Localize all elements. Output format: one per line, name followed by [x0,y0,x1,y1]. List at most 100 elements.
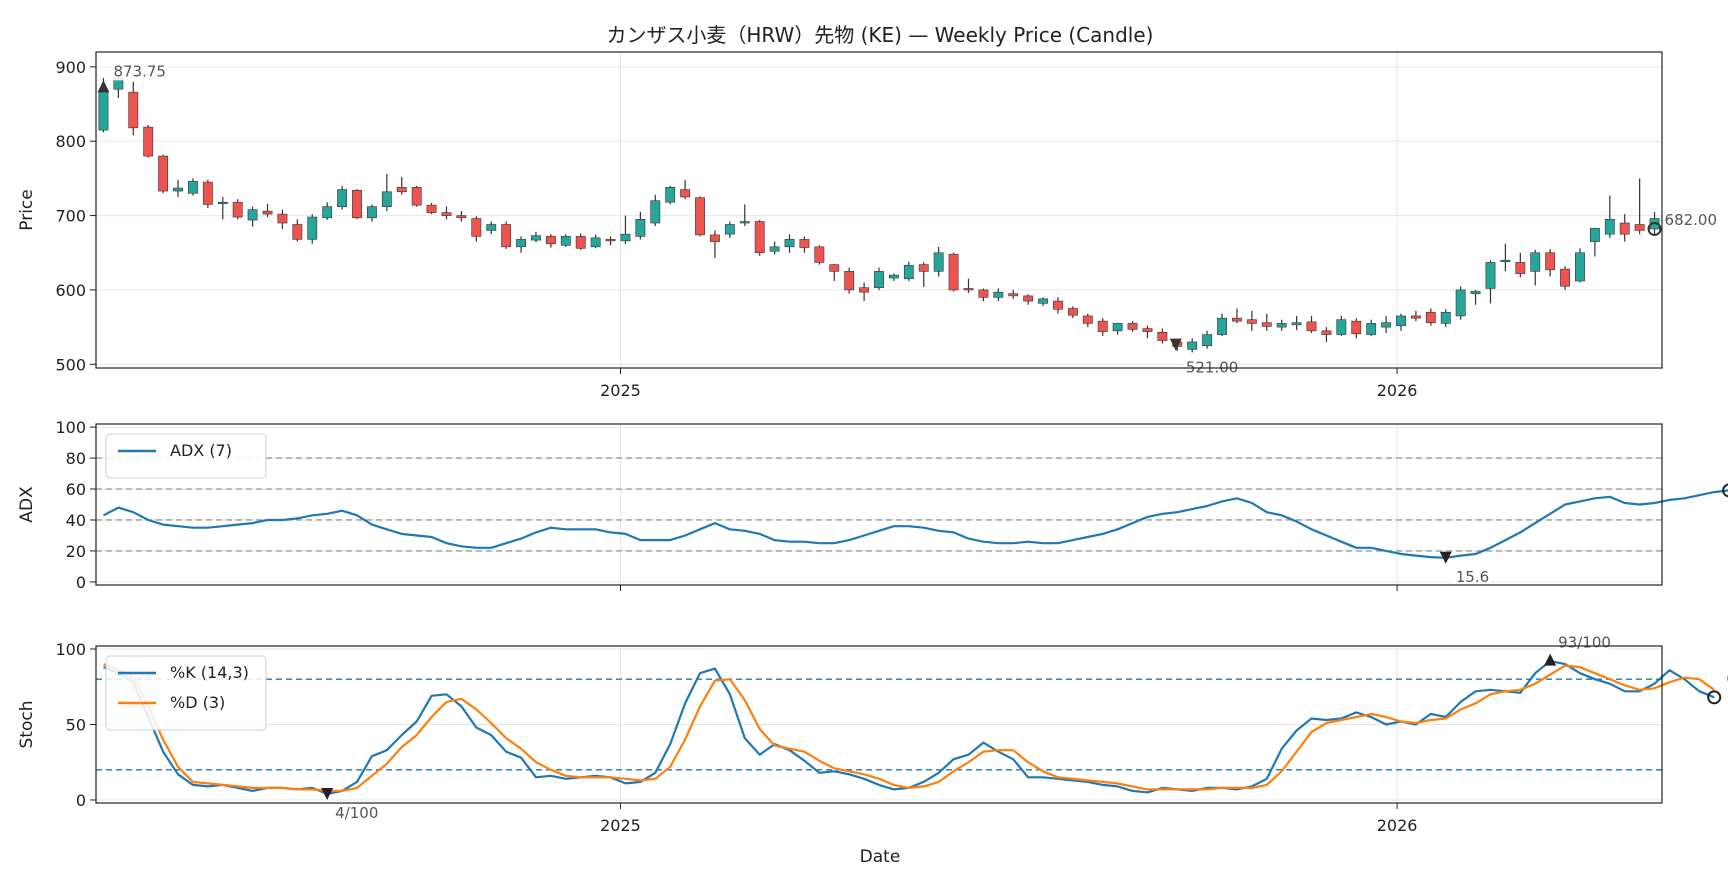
stoch-max-marker [1544,654,1556,666]
candle-body [1486,262,1495,288]
candle-body [1024,296,1033,301]
price-high-label: 873.75 [113,62,166,80]
candle-body [830,265,839,272]
price-y-tick-label: 600 [55,281,86,300]
candle-body [516,239,525,246]
candle-body [233,202,242,217]
candle-body [1307,322,1316,331]
candle-body [979,290,988,297]
candle-body [755,222,764,253]
candle-body [1471,291,1480,293]
x-axis-label: Date [860,847,901,867]
candle-body [1247,320,1256,324]
candle-body [1038,299,1047,303]
candle-body [1217,318,1226,334]
stoch-y-tick-label: 50 [66,716,86,735]
candle-body [323,207,332,218]
price-y-tick-label: 500 [55,355,86,374]
candle-body [1292,323,1301,325]
adx-series-line [104,490,1728,557]
candle-body [785,239,794,246]
candle-body [263,211,272,214]
candle-body [308,217,317,239]
candle-body [934,253,943,272]
candle-body [487,224,496,230]
candle-body [1381,323,1390,327]
candle-body [1531,253,1540,272]
candle-body [919,265,928,272]
candle-body [1277,323,1286,327]
candle-body [606,239,615,241]
candle-body [1605,219,1614,234]
candle-body [1068,309,1077,316]
candle-body [949,254,958,290]
candle-body [1456,290,1465,316]
candle-body [710,235,719,242]
candle-body [352,190,361,218]
price-x-tick-label: 2025 [600,381,641,400]
candle-body [1516,262,1525,273]
stoch-y-axis-label: Stoch [17,701,37,749]
price-x-tick-label: 2026 [1377,381,1418,400]
adx-min-label: 15.6 [1456,568,1489,586]
candle-body [1620,223,1629,234]
candle-body [1202,335,1211,346]
candle-body [397,187,406,191]
adx-y-tick-label: 100 [55,418,86,437]
candle-body [964,288,973,290]
candle-body [800,239,809,247]
candle-body [666,187,675,202]
adx-y-tick-label: 80 [66,449,86,468]
candle-body [1501,260,1510,262]
candle-body [1322,331,1331,335]
stoch-series-line [104,661,1715,794]
candle-body [1083,316,1092,323]
stoch-legend-label: %K (14,3) [170,663,249,682]
candle-body [725,224,734,234]
candle-body [367,207,376,218]
candle-body [904,265,913,278]
candle-body [1635,224,1644,230]
price-y-tick-label: 700 [55,207,86,226]
candle-body [1098,321,1107,331]
price-last-label: 682.00 [1665,211,1718,229]
candle-body [472,219,481,237]
candle-body [1337,320,1346,335]
candle-body [1396,316,1405,326]
stoch-max-label: 93/100 [1558,634,1611,652]
candle-body [636,219,645,236]
candle-body [457,216,466,218]
candle-body [1009,294,1018,296]
candle-body [1188,342,1197,349]
candle-body [1411,316,1420,318]
candle-body [531,236,540,240]
candle-body [695,198,704,235]
candle-body [561,236,570,245]
candle-body [502,224,511,246]
stoch-y-tick-label: 100 [55,640,86,659]
candle-body [1053,301,1062,309]
candle-body [1575,253,1584,281]
candle-body [1232,318,1241,321]
candle-body [859,288,868,292]
stoch-last-marker [1708,691,1720,703]
stoch-min-label: 4/100 [335,804,378,822]
adx-y-tick-label: 20 [66,542,86,561]
price-high-marker [97,80,109,92]
candle-body [740,222,749,224]
candle-body [1128,323,1137,329]
candle-body [1441,312,1450,323]
candle-body [1590,228,1599,241]
candle-body [144,127,153,156]
adx-y-tick-label: 40 [66,511,86,530]
candle-body [278,214,287,223]
adx-plot-frame [96,424,1662,585]
candle-body [248,210,257,220]
candle-body [845,271,854,290]
candle-body [293,224,302,239]
candle-body [680,190,689,197]
candle-body [218,202,227,204]
adx-y-tick-label: 0 [76,573,86,592]
